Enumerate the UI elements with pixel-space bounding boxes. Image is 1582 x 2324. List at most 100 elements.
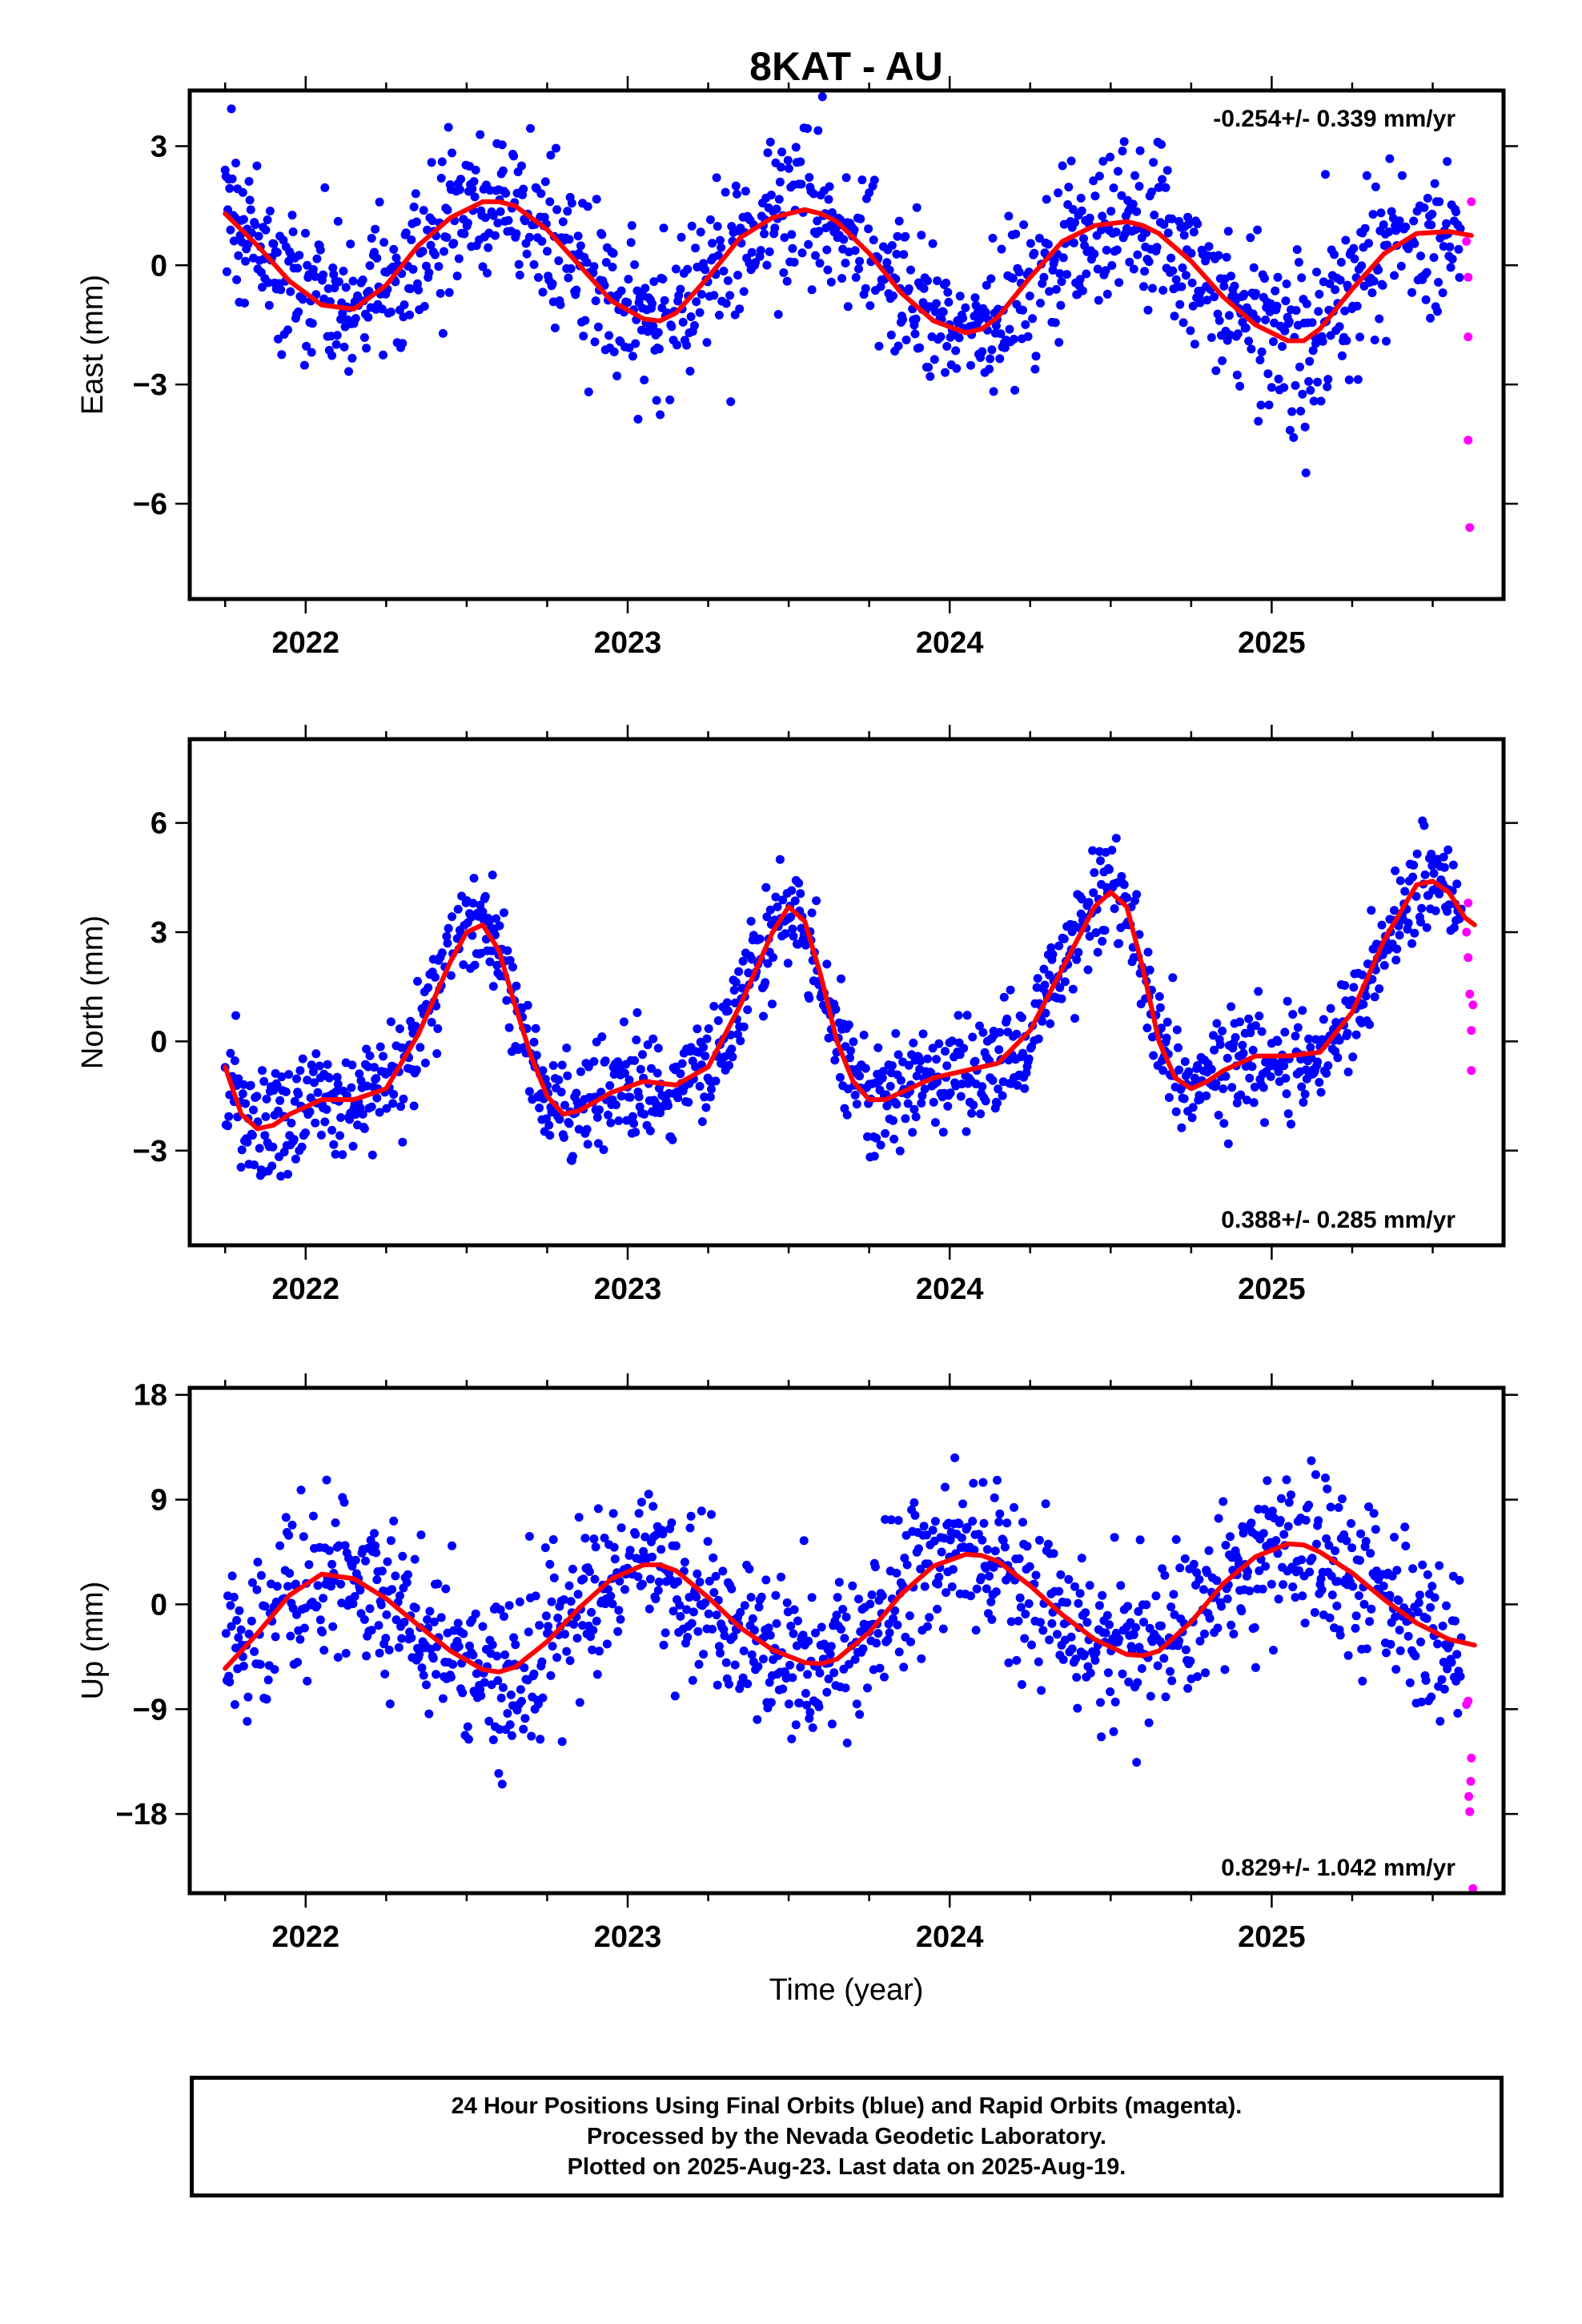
final-orbit-point <box>1256 400 1266 410</box>
final-orbit-point <box>1103 1668 1113 1678</box>
final-orbit-point <box>886 1515 896 1525</box>
final-orbit-point <box>1114 167 1122 176</box>
final-orbit-point <box>893 231 902 241</box>
final-orbit-point <box>624 343 634 352</box>
final-orbit-point <box>303 1076 312 1085</box>
final-orbit-point <box>297 1142 307 1152</box>
final-orbit-point <box>255 1144 264 1153</box>
final-orbit-point <box>624 1076 634 1084</box>
final-orbit-point <box>705 1092 715 1102</box>
final-orbit-point <box>1251 1663 1260 1672</box>
final-orbit-point <box>536 189 546 199</box>
final-orbit-point <box>678 317 688 327</box>
final-orbit-point <box>1274 1067 1283 1076</box>
final-orbit-point <box>1253 225 1263 235</box>
final-orbit-point <box>401 228 411 238</box>
final-orbit-point <box>1405 1678 1415 1687</box>
x-tick-label: 2025 <box>1238 1920 1306 1954</box>
final-orbit-point <box>1054 941 1064 951</box>
final-orbit-point <box>318 1627 327 1637</box>
final-orbit-point <box>606 1591 616 1601</box>
final-orbit-point <box>454 254 464 263</box>
final-orbit-point <box>264 300 274 310</box>
final-orbit-point <box>504 215 513 225</box>
final-orbit-point <box>1235 381 1245 391</box>
final-orbit-point <box>991 1587 1001 1597</box>
final-orbit-point <box>1443 907 1452 916</box>
final-orbit-point <box>1171 1107 1181 1116</box>
final-orbit-point <box>739 1647 749 1655</box>
final-orbit-point <box>1179 231 1189 240</box>
final-orbit-point <box>1344 375 1354 384</box>
final-orbit-point <box>1168 973 1178 983</box>
final-orbit-point <box>762 260 772 270</box>
final-orbit-point <box>308 1511 318 1521</box>
final-orbit-point <box>574 1513 584 1522</box>
final-orbit-point <box>668 1135 677 1144</box>
x-tick-label: 2025 <box>1238 626 1306 660</box>
final-orbit-point <box>1227 1083 1237 1092</box>
final-orbit-point <box>375 197 384 207</box>
final-orbit-point <box>1355 332 1364 342</box>
final-orbit-point <box>1408 1564 1418 1574</box>
final-orbit-point <box>1004 211 1014 221</box>
final-orbit-point <box>938 1128 948 1137</box>
final-orbit-point <box>1076 193 1086 203</box>
final-orbit-point <box>1162 1017 1172 1027</box>
final-orbit-point <box>778 895 788 905</box>
final-orbit-point <box>1128 199 1138 209</box>
final-orbit-point <box>722 998 732 1007</box>
final-orbit-point <box>1068 984 1078 994</box>
final-orbit-point <box>685 367 695 376</box>
final-orbit-point <box>1282 1475 1291 1485</box>
final-orbit-point <box>978 347 987 356</box>
final-orbit-point <box>391 1571 400 1581</box>
final-orbit-point <box>1369 276 1379 286</box>
final-orbit-point <box>1259 1529 1268 1538</box>
final-orbit-point <box>1439 1684 1449 1694</box>
final-orbit-point <box>503 1709 512 1718</box>
final-orbit-point <box>970 1546 979 1554</box>
final-orbit-point <box>310 1078 319 1088</box>
final-orbit-point <box>1122 893 1131 903</box>
final-orbit-point <box>353 291 362 300</box>
final-orbit-point <box>664 1101 673 1111</box>
x-tick-label: 2022 <box>272 1920 340 1954</box>
final-orbit-point <box>703 1537 713 1546</box>
final-orbit-point <box>908 1128 917 1137</box>
final-orbit-point <box>261 1112 271 1121</box>
final-orbit-point <box>327 1125 337 1135</box>
final-orbit-point <box>387 1585 396 1594</box>
final-orbit-point <box>1249 263 1259 272</box>
final-orbit-point <box>1456 1671 1465 1681</box>
final-orbit-point <box>572 1088 581 1098</box>
final-orbit-point <box>1180 1057 1190 1067</box>
final-orbit-point <box>1041 1499 1050 1509</box>
final-orbit-point <box>930 355 939 364</box>
final-orbit-point <box>332 331 342 340</box>
final-orbit-point <box>247 1616 256 1626</box>
y-tick-label: −3 <box>133 368 167 402</box>
final-orbit-point <box>721 1658 731 1667</box>
final-orbit-point <box>484 243 493 252</box>
final-orbit-point <box>1106 207 1116 216</box>
final-orbit-point <box>1291 1031 1300 1041</box>
final-orbit-point <box>226 1048 235 1058</box>
final-orbit-point <box>331 1518 340 1527</box>
final-orbit-point <box>827 208 837 217</box>
final-orbit-point <box>823 265 833 275</box>
final-orbit-point <box>1333 1053 1343 1063</box>
final-orbit-point <box>413 976 422 986</box>
final-orbit-point <box>721 187 730 197</box>
final-orbit-point <box>919 283 929 293</box>
final-orbit-point <box>1433 1639 1442 1649</box>
final-orbit-point <box>446 1672 456 1682</box>
final-orbit-point <box>1158 1564 1167 1574</box>
final-orbit-point <box>1251 288 1260 298</box>
final-orbit-point <box>592 1112 602 1122</box>
final-orbit-point <box>909 1498 919 1507</box>
final-orbit-point <box>1195 298 1205 308</box>
final-orbit-point <box>763 959 773 968</box>
final-orbit-point <box>1431 906 1440 915</box>
final-orbit-point <box>431 972 440 982</box>
